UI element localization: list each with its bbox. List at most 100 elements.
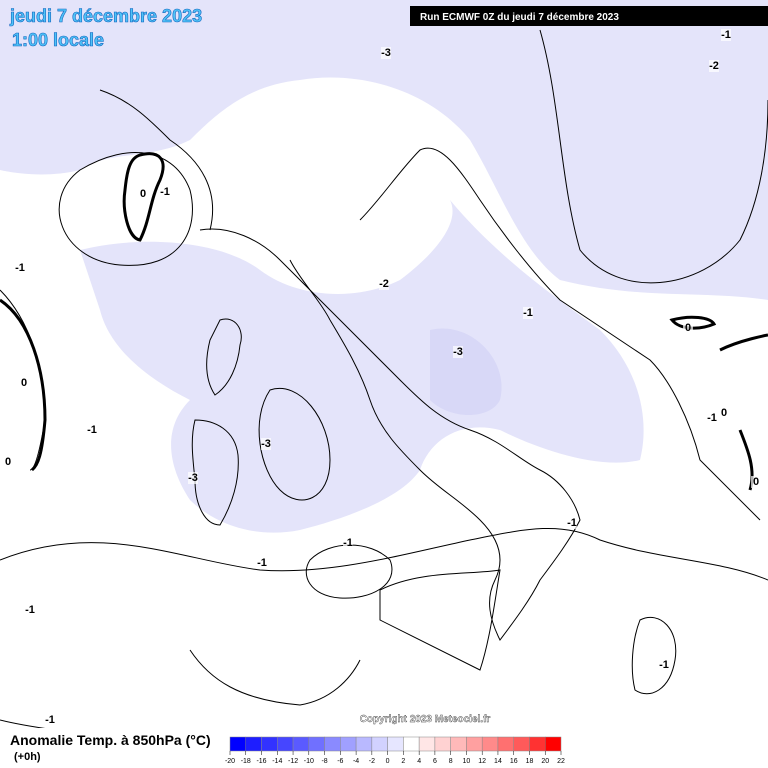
contour-label-bg xyxy=(188,472,198,484)
legend-step: (+0h) xyxy=(14,751,41,763)
coastline xyxy=(0,89,761,741)
contour-label-bg xyxy=(721,29,731,41)
contour-label: -1 xyxy=(257,557,267,569)
colorbar-tick-label: -16 xyxy=(256,758,266,765)
colorbar-tick-label: 12 xyxy=(478,758,486,765)
colorbar-tick-label: -12 xyxy=(288,758,298,765)
contour-label-bg xyxy=(523,307,533,319)
colorbar-swatch xyxy=(261,736,278,752)
colorbar-tick-label: -2 xyxy=(369,758,375,765)
contour-label: -2 xyxy=(709,60,719,72)
contour-label: -1 xyxy=(15,262,25,274)
contour-label-bg xyxy=(3,456,13,468)
contour-label: -1 xyxy=(45,714,55,726)
contour-label: 0 xyxy=(721,407,727,419)
contour-label: -1 xyxy=(343,537,353,549)
contour-label-bg xyxy=(261,438,271,450)
contour-label-bg xyxy=(19,377,29,389)
colorbar-swatch xyxy=(403,736,420,752)
colorbar-tick-label: 8 xyxy=(449,758,453,765)
run-banner xyxy=(410,6,768,26)
contour-label: -1 xyxy=(721,29,731,41)
colorbar-swatch xyxy=(466,736,483,752)
colorbar-swatch xyxy=(355,736,373,752)
contour-label: -1 xyxy=(707,412,717,424)
colorbar-swatch xyxy=(544,736,562,752)
colorbar-swatch xyxy=(308,736,325,752)
contour-label: 0 xyxy=(753,476,759,488)
colorbar-tick-label: 6 xyxy=(433,758,437,765)
contour-label-bg xyxy=(709,60,719,72)
colorbar-tick-label: -6 xyxy=(337,758,343,765)
contour-label: -1 xyxy=(25,604,35,616)
contour-label: 0 xyxy=(21,377,27,389)
colorbar-tick-label: -18 xyxy=(241,758,251,765)
colorbar-swatch xyxy=(450,736,467,752)
contour-label-bg xyxy=(567,517,577,529)
contour-label-bg xyxy=(343,537,353,549)
contour-label: -1 xyxy=(567,517,577,529)
contour-label-bg xyxy=(719,407,729,419)
colorbar-swatch xyxy=(529,736,546,752)
colorbar-swatch xyxy=(418,736,436,752)
colorbar-tick-label: -8 xyxy=(321,758,327,765)
contour-label-bg xyxy=(659,659,669,671)
colorbar-tick-label: -14 xyxy=(272,758,282,765)
contour-label-bg xyxy=(707,412,717,424)
contour-label-bg xyxy=(87,424,97,436)
copyright: Copyright 2023 Meteociel.fr xyxy=(360,714,491,725)
contour-label: -3 xyxy=(381,47,391,59)
colorbar-tick-label: 22 xyxy=(557,758,565,765)
contour-label-bg xyxy=(160,186,170,198)
map-date: jeudi 7 décembre 2023 xyxy=(9,6,202,26)
legend-title: Anomalie Temp. à 850hPa (°C) xyxy=(10,732,211,748)
contour-label-bg xyxy=(257,557,267,569)
anomaly-shading xyxy=(0,0,768,533)
colorbar-swatch xyxy=(277,736,294,752)
contour-label-bg xyxy=(138,188,148,200)
colorbar-tick-label: -4 xyxy=(353,758,359,765)
map-time: 1:00 locale xyxy=(12,30,104,50)
colorbar-tick-label: 10 xyxy=(463,758,471,765)
contour-label: -1 xyxy=(87,424,97,436)
contour-label-bg xyxy=(453,346,463,358)
contour-label: 0 xyxy=(140,188,146,200)
zero-contour xyxy=(0,152,768,491)
colorbar-tick-label: 16 xyxy=(510,758,518,765)
contour-label-bg xyxy=(381,47,391,59)
contour-label-bg xyxy=(751,476,761,488)
colorbar-swatch xyxy=(371,736,388,752)
contour-label-bg xyxy=(683,322,693,334)
colorbar-tick-label: 20 xyxy=(541,758,549,765)
contour-label-bg xyxy=(15,262,25,274)
colorbar-tick-label: -20 xyxy=(225,758,235,765)
contour-label: 0 xyxy=(5,456,11,468)
contour-label: -2 xyxy=(379,278,389,290)
contour-label: 0 xyxy=(685,322,691,334)
contour-label-bg xyxy=(379,278,389,290)
colorbar-tick-label: 4 xyxy=(417,758,421,765)
colorbar-swatch xyxy=(434,736,451,752)
colorbar-tick-label: 14 xyxy=(494,758,502,765)
colorbar-swatch xyxy=(324,736,341,752)
colorbar-swatch xyxy=(481,736,499,752)
contour-label: -3 xyxy=(261,438,271,450)
contour-label-bg xyxy=(25,604,35,616)
contour-label: -3 xyxy=(188,472,198,484)
colorbar-swatch xyxy=(387,736,404,752)
colorbar-tick-label: 18 xyxy=(526,758,534,765)
colorbar-swatch xyxy=(245,736,262,752)
contour-label-bg xyxy=(45,714,55,726)
colorbar-tick-label: 0 xyxy=(386,758,390,765)
contour-label: -1 xyxy=(160,186,170,198)
colorbar-tick-label: 2 xyxy=(401,758,405,765)
colorbar-swatch xyxy=(513,736,530,752)
colorbar-swatch xyxy=(292,736,310,752)
colorbar-swatch xyxy=(229,736,247,752)
contour-label: -1 xyxy=(659,659,669,671)
colorbar-tick-label: -10 xyxy=(304,758,314,765)
colorbar-swatch xyxy=(340,736,357,752)
contour-label: -1 xyxy=(523,307,533,319)
colorbar-swatch xyxy=(497,736,514,752)
